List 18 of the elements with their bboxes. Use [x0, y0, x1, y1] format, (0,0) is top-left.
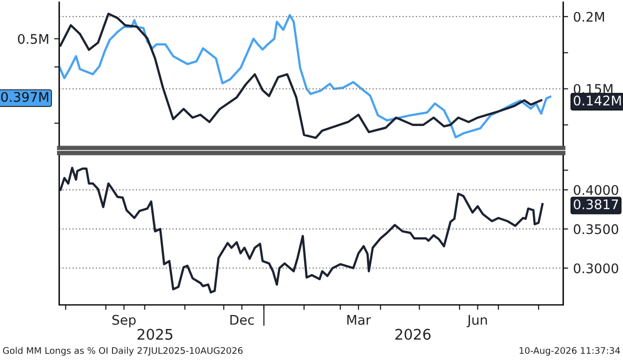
y2-tick-label: 0.2M: [574, 12, 604, 22]
y2-tick-label: 0.3000: [574, 263, 618, 274]
x2-tick-label: 2025: [138, 328, 172, 340]
text: 10-Aug-2026 11:37:34: [520, 347, 620, 356]
text: Gold MM Longs as % OI Daily 27JUL2025-10AUG2026: [3, 346, 243, 356]
y2-tick-label: 0.142M: [574, 96, 621, 106]
x-tick-label: Sep: [112, 314, 136, 328]
x-tick-label: Dec: [230, 315, 254, 325]
y2-tick-label: 0.3817: [574, 199, 618, 210]
x-tick-label: Mar: [347, 315, 371, 325]
x-tick-label: Jun: [466, 315, 487, 328]
x2-tick-label: 2026: [395, 328, 431, 340]
y2-tick-label: 0.15M: [574, 84, 612, 94]
y2-tick-label: 0.4000: [574, 185, 618, 196]
y-tick-label: 0.397M: [1, 92, 48, 102]
y2-tick-label: 0.3500: [574, 224, 618, 234]
line-series: [59, 166, 544, 294]
y-tick-label: 0.5M: [18, 34, 48, 44]
